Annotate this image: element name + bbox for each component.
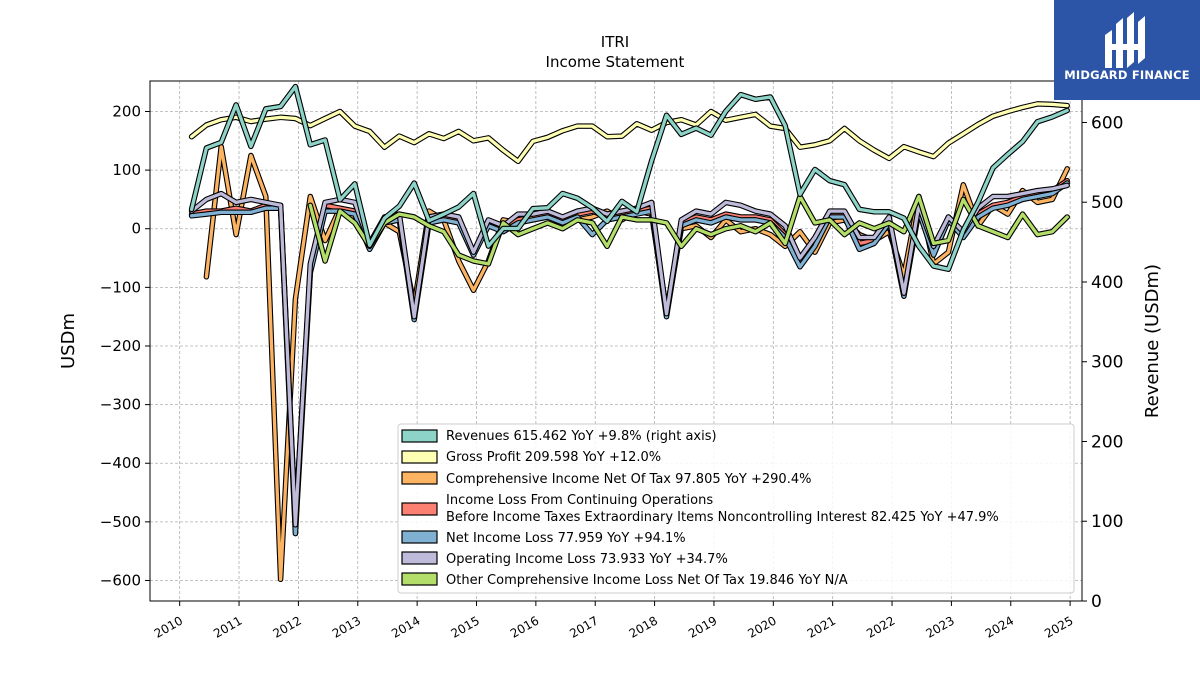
x-tick-label: 2014 — [389, 613, 422, 640]
series-line-revenues — [189, 84, 1069, 271]
x-tick-label: 2020 — [745, 613, 778, 640]
y-left-tick-label: −600 — [100, 571, 141, 589]
y-left-tick-label: −300 — [100, 396, 141, 414]
y-axis-left-label: USDm — [58, 313, 79, 369]
y-right-tick-label: 300 — [1091, 353, 1123, 373]
legend: Revenues 615.462 YoY +9.8% (right axis) … — [397, 423, 1075, 594]
series-line-other-comprehensive-income-loss-net-of-t — [308, 194, 1069, 266]
y-left-tick-label: 200 — [112, 102, 141, 120]
x-tick-label: 2011 — [211, 613, 244, 640]
y-left-tick-label: −400 — [100, 454, 141, 472]
y-axis-right: 600 500 400 300 200 100 0 — [1082, 113, 1123, 612]
y-axis-left: 200 100 0 −100 −200 −300 −400 −500 −600 — [100, 102, 150, 589]
brand-name: MIDGARD FINANCE — [1064, 68, 1190, 82]
x-tick-label: 2025 — [1042, 613, 1075, 640]
x-tick-label: 2024 — [983, 613, 1016, 640]
legend-label-gross-profit: Gross Profit 209.598 YoY +12.0% — [446, 450, 661, 465]
y-right-tick-label: 200 — [1091, 432, 1123, 452]
brand-mark-icon — [1105, 12, 1145, 68]
y-axis-right-label: Revenue (USDm) — [1142, 264, 1163, 418]
legend-frame — [397, 423, 1075, 594]
legend-label-pretax-income-line2: Before Income Taxes Extraordinary Items … — [446, 510, 999, 525]
legend-label-net-income: Net Income Loss 77.959 YoY +94.1% — [446, 531, 686, 546]
y-right-tick-label: 400 — [1091, 273, 1123, 293]
y-left-tick-label: −100 — [100, 278, 141, 296]
series-line-gross-profit — [189, 102, 1069, 163]
x-tick-label: 2018 — [627, 613, 660, 640]
legend-label-pretax-income-line1: Income Loss From Continuing Operations — [446, 493, 713, 508]
plot-frame — [149, 80, 1083, 602]
legend-label-operating-income: Operating Income Loss 73.933 YoY +34.7% — [446, 552, 728, 567]
x-tick-label: 2012 — [270, 613, 303, 640]
x-tick-label: 2016 — [508, 613, 541, 640]
chart-subtitle: Income Statement — [546, 53, 685, 71]
series-lines — [188, 83, 1070, 583]
legend-swatch-gross-profit — [401, 450, 438, 464]
y-left-tick-label: 0 — [131, 220, 141, 238]
x-tick-label: 2017 — [567, 613, 600, 640]
y-right-tick-label: 0 — [1091, 592, 1102, 612]
legend-label-comprehensive-income: Comprehensive Income Net Of Tax 97.805 Y… — [446, 472, 811, 487]
y-left-tick-label: −200 — [100, 337, 141, 355]
legend-swatch-pretax-income — [401, 502, 438, 516]
y-right-tick-label: 500 — [1091, 193, 1123, 213]
x-tick-label: 2019 — [686, 613, 719, 640]
y-right-tick-label: 600 — [1091, 113, 1123, 133]
x-tick-label: 2015 — [449, 613, 482, 640]
legend-swatch-operating-income — [401, 551, 438, 565]
legend-swatch-net-income — [401, 530, 438, 544]
x-tick-label: 2021 — [805, 613, 838, 640]
legend-label-revenues: Revenues 615.462 YoY +9.8% (right axis) — [446, 429, 717, 444]
legend-swatch-comprehensive-income — [401, 471, 438, 485]
chart-title: ITRI — [601, 33, 629, 51]
brand-logo: MIDGARD FINANCE — [1054, 0, 1200, 100]
y-right-tick-label: 100 — [1091, 512, 1123, 532]
legend-swatch-revenues — [401, 429, 438, 443]
legend-swatch-other-comprehensive-income — [401, 572, 438, 586]
y-left-tick-label: 100 — [112, 161, 141, 179]
x-tick-label: 2022 — [864, 613, 897, 640]
x-tick-label: 2013 — [330, 613, 363, 640]
x-tick-label: 2010 — [152, 613, 185, 640]
legend-label-other-comprehensive-income: Other Comprehensive Income Loss Net Of T… — [446, 573, 848, 588]
x-axis: 2010 2011 2012 2013 2014 2015 2016 2017 2018 2019… — [152, 601, 1076, 641]
y-left-tick-label: −500 — [100, 513, 141, 531]
x-tick-label: 2023 — [923, 613, 956, 640]
